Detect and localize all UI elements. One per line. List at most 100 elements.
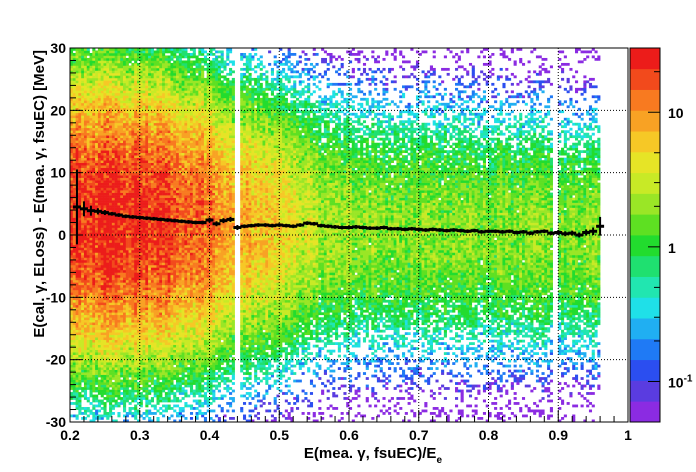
heatmap-cell bbox=[123, 247, 126, 250]
heatmap-cell bbox=[87, 188, 90, 191]
heatmap-cell bbox=[101, 330, 104, 333]
heatmap-cell bbox=[90, 310, 93, 313]
heatmap-cell bbox=[81, 265, 84, 268]
heatmap-cell bbox=[145, 345, 148, 348]
heatmap-cell bbox=[109, 282, 112, 285]
heatmap-cell bbox=[95, 188, 98, 191]
heatmap-cell bbox=[151, 115, 154, 118]
heatmap-cell bbox=[76, 138, 79, 141]
heatmap-cell bbox=[134, 105, 137, 108]
heatmap-cell bbox=[90, 230, 93, 233]
heatmap-cell bbox=[156, 395, 159, 398]
heatmap-cell bbox=[90, 168, 93, 171]
heatmap-cell bbox=[101, 190, 104, 193]
heatmap-cell bbox=[148, 347, 151, 350]
heatmap-cell bbox=[154, 105, 157, 108]
heatmap-cell bbox=[162, 183, 165, 186]
heatmap-cell bbox=[151, 352, 154, 355]
heatmap-cell bbox=[73, 392, 76, 395]
heatmap-cell bbox=[84, 410, 87, 413]
heatmap-cell bbox=[148, 285, 151, 288]
heatmap-cell bbox=[131, 123, 134, 126]
heatmap-cell bbox=[162, 302, 165, 305]
heatmap-cell bbox=[117, 140, 120, 143]
heatmap-cell bbox=[115, 335, 118, 338]
heatmap-cell bbox=[126, 365, 129, 368]
heatmap-cell bbox=[115, 372, 118, 375]
heatmap-cell bbox=[148, 320, 151, 323]
heatmap-cell bbox=[126, 237, 129, 240]
heatmap-cell bbox=[103, 143, 106, 146]
heatmap-cell bbox=[109, 150, 112, 153]
heatmap-cell bbox=[76, 332, 79, 335]
heatmap-cell bbox=[117, 405, 120, 408]
heatmap-cell bbox=[106, 282, 109, 285]
heatmap-cell bbox=[76, 160, 79, 163]
heatmap-cell bbox=[165, 265, 168, 268]
heatmap-cell bbox=[134, 382, 137, 385]
heatmap-cell bbox=[134, 95, 137, 98]
heatmap-cell bbox=[115, 342, 118, 345]
heatmap-cell bbox=[156, 193, 159, 196]
heatmap-cell bbox=[159, 128, 162, 131]
heatmap-cell bbox=[112, 385, 115, 388]
heatmap-cell bbox=[143, 193, 146, 196]
heatmap-cell bbox=[129, 58, 132, 61]
heatmap-cell bbox=[154, 188, 157, 191]
heatmap-cell bbox=[154, 155, 157, 158]
heatmap-cell bbox=[76, 287, 79, 290]
heatmap-cell bbox=[87, 58, 90, 61]
heatmap-cell bbox=[154, 300, 157, 303]
heatmap-cell bbox=[129, 138, 132, 141]
heatmap-cell bbox=[129, 307, 132, 310]
heatmap-cell bbox=[159, 322, 162, 325]
heatmap-cell bbox=[78, 130, 81, 133]
heatmap-cell bbox=[115, 113, 118, 116]
heatmap-cell bbox=[76, 405, 79, 408]
heatmap-cell bbox=[156, 165, 159, 168]
heatmap-cell bbox=[84, 285, 87, 288]
heatmap-cell bbox=[84, 105, 87, 108]
heatmap-cell bbox=[81, 237, 84, 240]
heatmap-cell bbox=[154, 195, 157, 198]
heatmap-cell bbox=[131, 390, 134, 393]
heatmap-cell bbox=[129, 78, 132, 81]
heatmap-cell bbox=[109, 73, 112, 76]
heatmap-cell bbox=[123, 80, 126, 83]
heatmap-cell bbox=[106, 130, 109, 133]
heatmap-cell bbox=[151, 165, 154, 168]
heatmap-cell bbox=[106, 305, 109, 308]
heatmap-cell bbox=[123, 367, 126, 370]
heatmap-cell bbox=[84, 55, 87, 58]
heatmap-cell bbox=[98, 125, 101, 128]
heatmap-cell bbox=[123, 115, 126, 118]
heatmap-cell bbox=[129, 407, 132, 410]
heatmap-cell bbox=[90, 203, 93, 206]
heatmap-cell bbox=[143, 115, 146, 118]
heatmap-cell bbox=[126, 88, 129, 91]
heatmap-cell bbox=[165, 372, 168, 375]
heatmap-cell bbox=[81, 350, 84, 353]
heatmap-cell bbox=[103, 68, 106, 71]
heatmap-cell bbox=[103, 237, 106, 240]
heatmap-cell bbox=[162, 130, 165, 133]
heatmap-cell bbox=[131, 113, 134, 116]
heatmap-cell bbox=[78, 168, 81, 171]
heatmap-cell bbox=[115, 355, 118, 358]
heatmap-cell bbox=[109, 100, 112, 103]
heatmap-cell bbox=[159, 290, 162, 293]
heatmap-cell bbox=[115, 160, 118, 163]
heatmap-cell bbox=[162, 277, 165, 280]
heatmap-cell bbox=[156, 305, 159, 308]
heatmap-cell bbox=[103, 322, 106, 325]
heatmap-cell bbox=[143, 395, 146, 398]
heatmap-cell bbox=[109, 312, 112, 315]
heatmap-cell bbox=[90, 367, 93, 370]
heatmap-cell bbox=[117, 150, 120, 153]
heatmap-cell bbox=[156, 228, 159, 231]
heatmap-cell bbox=[159, 390, 162, 393]
heatmap-cell bbox=[131, 228, 134, 231]
heatmap-cell bbox=[134, 285, 137, 288]
heatmap-cell bbox=[117, 332, 120, 335]
heatmap-cell bbox=[115, 280, 118, 283]
